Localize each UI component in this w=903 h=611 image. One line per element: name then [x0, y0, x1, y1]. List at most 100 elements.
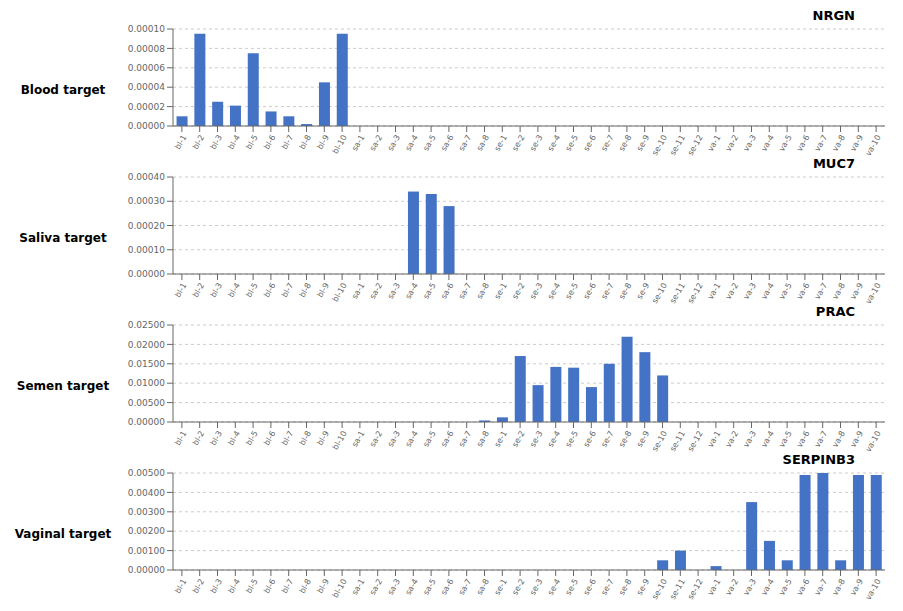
- svg-text:va-10: va-10: [864, 281, 883, 304]
- svg-text:bl-6: bl-6: [262, 577, 277, 595]
- svg-text:va-7: va-7: [813, 429, 830, 449]
- svg-text:se-11: se-11: [668, 281, 687, 304]
- svg-text:bl-5: bl-5: [244, 281, 259, 299]
- svg-text:se-3: se-3: [528, 281, 544, 300]
- svg-text:bl-1: bl-1: [173, 429, 188, 447]
- svg-text:0.00500: 0.00500: [128, 468, 165, 478]
- svg-text:0.00010: 0.00010: [128, 24, 165, 34]
- svg-text:bl-1: bl-1: [173, 577, 188, 595]
- svg-text:bl-8: bl-8: [298, 429, 313, 447]
- svg-text:sa-6: sa-6: [439, 429, 455, 448]
- svg-text:sa-5: sa-5: [421, 281, 437, 300]
- svg-text:va-6: va-6: [795, 429, 812, 449]
- svg-text:sa-4: sa-4: [404, 577, 420, 596]
- svg-text:va-10: va-10: [864, 133, 883, 156]
- svg-text:va-3: va-3: [742, 577, 759, 597]
- svg-text:se-8: se-8: [617, 281, 633, 300]
- svg-text:bl-10: bl-10: [331, 281, 349, 303]
- svg-text:bl-6: bl-6: [262, 133, 277, 151]
- svg-text:se-10: se-10: [650, 429, 669, 452]
- svg-text:se-2: se-2: [510, 133, 526, 152]
- svg-text:0.02500: 0.02500: [128, 320, 165, 330]
- svg-text:sa-7: sa-7: [457, 133, 473, 152]
- svg-text:bl-10: bl-10: [331, 577, 349, 599]
- svg-text:0.00500: 0.00500: [128, 398, 165, 408]
- svg-text:se-5: se-5: [564, 281, 580, 300]
- svg-text:va-1: va-1: [706, 133, 723, 153]
- svg-text:0.00100: 0.00100: [128, 546, 165, 556]
- svg-text:bl-6: bl-6: [262, 281, 277, 299]
- svg-text:sa-2: sa-2: [368, 577, 384, 596]
- svg-text:sa-3: sa-3: [386, 577, 402, 596]
- svg-text:se-1: se-1: [493, 429, 509, 448]
- svg-text:se-2: se-2: [510, 577, 526, 596]
- svg-text:se-7: se-7: [599, 429, 615, 448]
- svg-text:sa-7: sa-7: [457, 577, 473, 596]
- svg-text:va-4: va-4: [759, 429, 776, 449]
- svg-text:se-4: se-4: [546, 281, 562, 300]
- svg-text:bl-9: bl-9: [316, 133, 331, 151]
- svg-text:se-9: se-9: [635, 577, 651, 596]
- svg-text:sa-8: sa-8: [475, 577, 491, 596]
- svg-text:se-8: se-8: [617, 429, 633, 448]
- svg-text:va-10: va-10: [864, 429, 883, 452]
- svg-text:bl-2: bl-2: [191, 281, 206, 299]
- svg-text:sa-6: sa-6: [439, 577, 455, 596]
- svg-text:bl-4: bl-4: [227, 429, 242, 447]
- svg-text:va-7: va-7: [813, 577, 830, 597]
- svg-text:bl-3: bl-3: [209, 281, 224, 299]
- svg-text:se-7: se-7: [599, 281, 615, 300]
- svg-text:sa-8: sa-8: [475, 281, 491, 300]
- svg-text:va-1: va-1: [706, 577, 723, 597]
- svg-text:bl-7: bl-7: [280, 133, 295, 151]
- svg-text:va-4: va-4: [759, 577, 776, 597]
- svg-text:sa-1: sa-1: [350, 281, 366, 300]
- svg-text:sa-3: sa-3: [386, 281, 402, 300]
- svg-text:bl-2: bl-2: [191, 133, 206, 151]
- svg-text:0.00040: 0.00040: [128, 172, 165, 182]
- svg-text:sa-8: sa-8: [475, 133, 491, 152]
- svg-text:va-2: va-2: [724, 133, 741, 153]
- svg-text:bl-5: bl-5: [244, 577, 259, 595]
- svg-text:sa-4: sa-4: [404, 281, 420, 300]
- svg-text:bl-3: bl-3: [209, 429, 224, 447]
- svg-text:bl-5: bl-5: [244, 133, 259, 151]
- svg-text:se-10: se-10: [650, 577, 669, 600]
- svg-text:se-12: se-12: [686, 429, 705, 452]
- svg-text:se-10: se-10: [650, 281, 669, 304]
- svg-text:se-11: se-11: [668, 577, 687, 600]
- svg-text:sa-5: sa-5: [421, 429, 437, 448]
- svg-text:0.00008: 0.00008: [128, 44, 165, 54]
- svg-text:se-9: se-9: [635, 133, 651, 152]
- svg-text:bl-4: bl-4: [227, 577, 242, 595]
- svg-text:sa-1: sa-1: [350, 133, 366, 152]
- svg-text:se-11: se-11: [668, 133, 687, 156]
- svg-text:va-8: va-8: [831, 133, 848, 153]
- svg-text:va-6: va-6: [795, 281, 812, 301]
- svg-text:sa-7: sa-7: [457, 281, 473, 300]
- svg-text:0.02000: 0.02000: [128, 340, 165, 350]
- svg-text:bl-10: bl-10: [331, 429, 349, 451]
- svg-text:va-3: va-3: [742, 429, 759, 449]
- svg-text:0.00000: 0.00000: [128, 269, 165, 279]
- svg-text:0.00400: 0.00400: [128, 488, 165, 498]
- svg-text:0.00004: 0.00004: [128, 82, 165, 92]
- svg-text:va-2: va-2: [724, 429, 741, 449]
- svg-text:bl-4: bl-4: [227, 133, 242, 151]
- svg-text:bl-2: bl-2: [191, 429, 206, 447]
- svg-text:0.00002: 0.00002: [128, 102, 165, 112]
- svg-text:bl-9: bl-9: [316, 577, 331, 595]
- svg-text:va-6: va-6: [795, 577, 812, 597]
- svg-text:se-7: se-7: [599, 133, 615, 152]
- svg-text:se-8: se-8: [617, 133, 633, 152]
- svg-text:0.00020: 0.00020: [128, 221, 165, 231]
- svg-text:va-5: va-5: [777, 577, 794, 597]
- svg-text:se-5: se-5: [564, 133, 580, 152]
- svg-text:va-4: va-4: [759, 281, 776, 301]
- svg-text:se-1: se-1: [493, 577, 509, 596]
- svg-text:va-10: va-10: [864, 577, 883, 600]
- svg-text:bl-6: bl-6: [262, 429, 277, 447]
- svg-text:se-8: se-8: [617, 577, 633, 596]
- svg-text:bl-8: bl-8: [298, 577, 313, 595]
- svg-text:se-3: se-3: [528, 133, 544, 152]
